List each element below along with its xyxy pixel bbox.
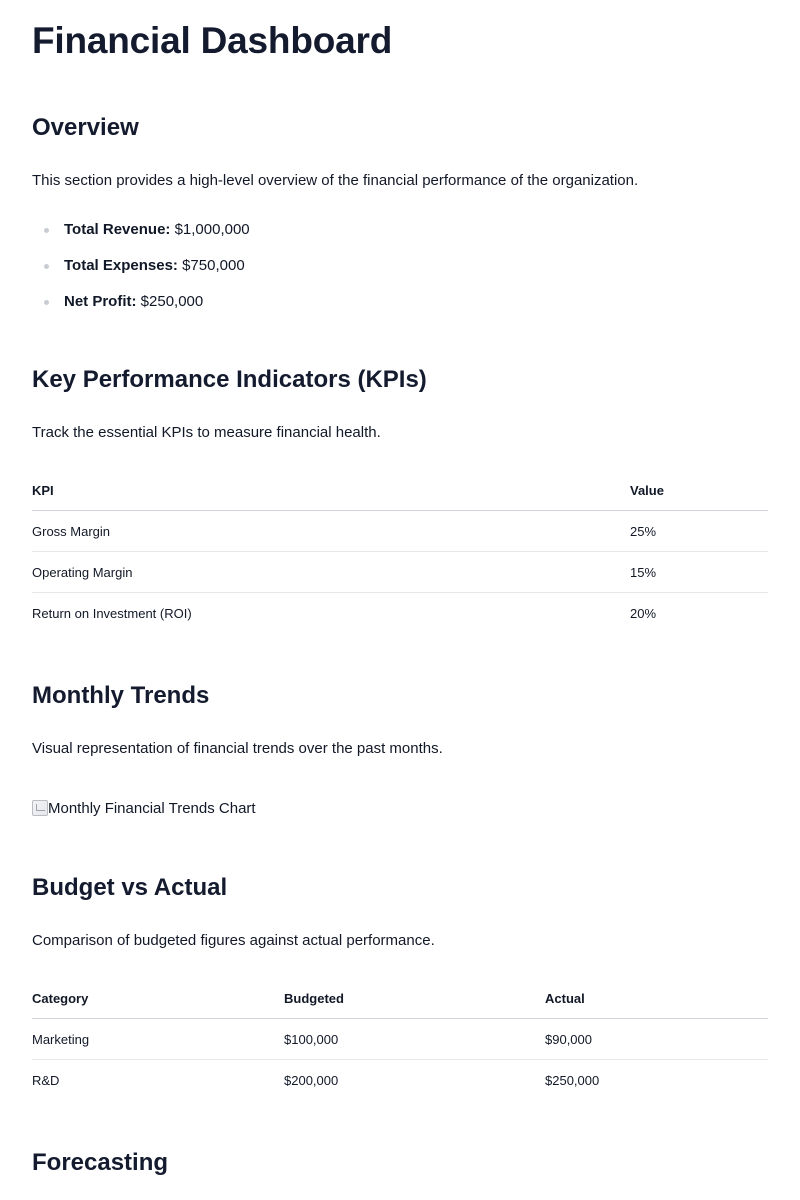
metric-label: Total Revenue:: [64, 221, 171, 238]
image-alt-text: Monthly Financial Trends Chart: [48, 799, 256, 817]
metric-value: $750,000: [182, 257, 245, 274]
actual-cell: $90,000: [545, 1018, 768, 1060]
budgeted-cell: $100,000: [284, 1018, 545, 1060]
column-header-kpi: KPI: [32, 470, 630, 511]
trends-description: Visual representation of financial trend…: [32, 740, 443, 757]
column-header-budgeted: Budgeted: [284, 978, 545, 1019]
table-row: R&D $200,000 $250,000: [32, 1060, 768, 1101]
kpi-value-cell: 25%: [630, 510, 768, 552]
column-header-value: Value: [630, 470, 768, 511]
overview-heading: Overview: [32, 114, 139, 141]
kpi-description: Track the essential KPIs to measure fina…: [32, 424, 381, 441]
kpi-heading: Key Performance Indicators (KPIs): [32, 366, 427, 393]
broken-image-icon: [32, 800, 48, 816]
metric-label: Total Expenses:: [64, 257, 178, 274]
table-header-row: KPI Value: [32, 470, 768, 511]
trends-heading: Monthly Trends: [32, 682, 210, 709]
kpi-table: KPI Value Gross Margin 25% Operating Mar…: [32, 470, 768, 633]
budgeted-cell: $200,000: [284, 1072, 339, 1088]
bullet-icon: [44, 264, 49, 269]
budget-table: Category Budgeted Actual Marketing $100,…: [32, 978, 768, 1100]
metric-total-revenue: Total Revenue: $1,000,000: [32, 218, 250, 254]
budget-description: Comparison of budgeted figures against a…: [32, 932, 435, 949]
metric-label: Net Profit:: [64, 293, 137, 310]
kpi-name-cell: Gross Margin: [32, 510, 630, 552]
kpi-value-cell: 20%: [630, 605, 657, 621]
metric-value: $250,000: [140, 293, 204, 310]
forecasting-heading: Forecasting: [32, 1149, 169, 1176]
category-cell: Marketing: [32, 1018, 284, 1060]
kpi-value-cell: 15%: [630, 551, 768, 593]
metric-total-expenses: Total Expenses: $750,000: [32, 254, 250, 290]
monthly-trends-chart-image: Monthly Financial Trends Chart: [32, 796, 256, 820]
table-row: Marketing $100,000 $90,000: [32, 1018, 768, 1060]
column-header-actual: Actual: [545, 978, 768, 1019]
bullet-icon: [44, 300, 49, 305]
column-header-category: Category: [32, 978, 284, 1019]
table-row: Return on Investment (ROI) 20%: [32, 593, 768, 634]
table-row: Gross Margin 25%: [32, 510, 768, 552]
bullet-icon: [44, 228, 49, 233]
kpi-name-cell: Return on Investment (ROI): [32, 605, 192, 621]
metric-value: $1,000,000: [174, 221, 250, 238]
metric-net-profit: Net Profit: $250,000: [32, 290, 250, 326]
budget-heading: Budget vs Actual: [32, 874, 228, 901]
page-title: Financial Dashboard: [32, 20, 393, 61]
overview-metrics-list: Total Revenue: $1,000,000 Total Expenses…: [32, 218, 250, 326]
overview-description: This section provides a high-level overv…: [32, 172, 639, 189]
actual-cell: $250,000: [545, 1072, 600, 1088]
kpi-name-cell: Operating Margin: [32, 551, 630, 593]
table-header-row: Category Budgeted Actual: [32, 978, 768, 1019]
table-row: Operating Margin 15%: [32, 551, 768, 593]
category-cell: R&D: [32, 1072, 60, 1088]
